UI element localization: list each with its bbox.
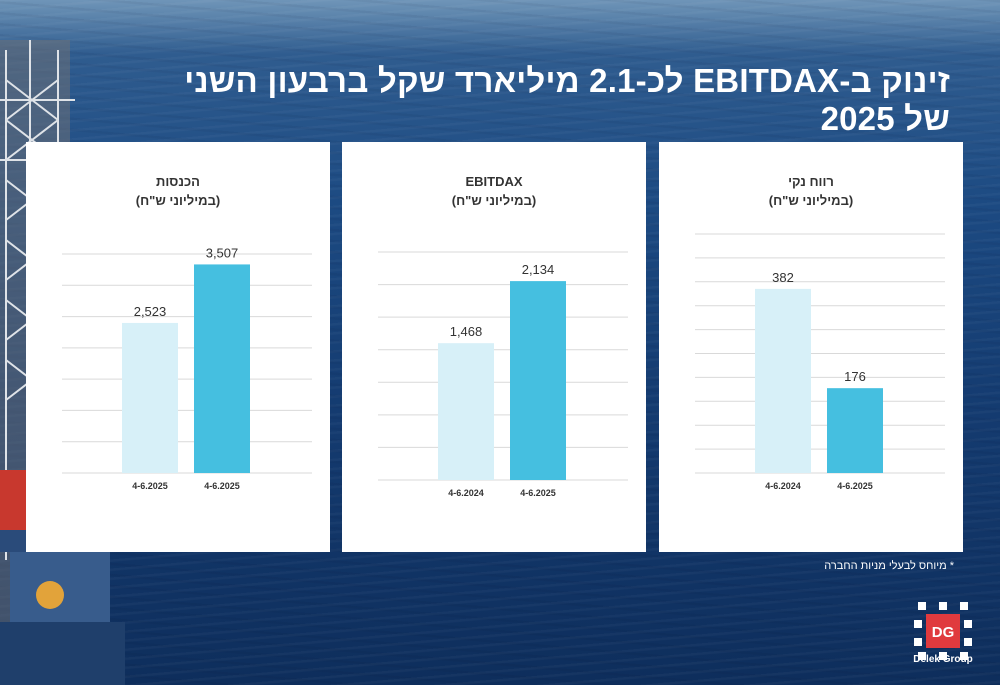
- chart-title: EBITDAX: [465, 174, 522, 189]
- bar: [438, 343, 494, 480]
- chart-subtitle: (במיליוני ש"ח): [452, 193, 537, 208]
- data-label: 2,523: [134, 304, 167, 319]
- footnote: * מיוחס לבעלי מניות החברה: [824, 560, 954, 572]
- logo-name: Delek Group: [913, 654, 973, 665]
- chart-subtitle: (במיליוני ש"ח): [769, 193, 854, 208]
- data-label: 176: [844, 369, 866, 384]
- delek-group-logo: DG: [914, 602, 972, 660]
- bar: [510, 281, 566, 480]
- category-label: 4-6.2025: [132, 481, 168, 491]
- category-label: 4-6.2024: [765, 481, 801, 491]
- category-label: 4-6.2025: [837, 481, 873, 491]
- data-label: 3,507: [206, 245, 239, 260]
- logo-letters: DG: [932, 624, 955, 641]
- category-label: 4-6.2025: [520, 488, 556, 498]
- chart-subtitle: (במיליוני ש"ח): [136, 193, 221, 208]
- chart-title: רווח נקי: [788, 174, 834, 189]
- data-label: 1,468: [450, 324, 483, 339]
- category-label: 4-6.2025: [204, 481, 240, 491]
- data-label: 2,134: [522, 262, 555, 277]
- category-label: 4-6.2024: [448, 488, 484, 498]
- chart-svg-net-profit: רווח נקי (במיליוני ש"ח) 382 4-6.2024 176 4-6.…: [695, 174, 945, 491]
- data-label: 382: [772, 270, 794, 285]
- bar: [755, 288, 811, 473]
- bar: [194, 264, 250, 473]
- chart-title: הכנסות: [156, 174, 200, 189]
- bar: [827, 388, 883, 473]
- chart-svg-revenue: הכנסות (במיליוני ש"ח) 2,523 4-6.2025 3,507 4-…: [62, 174, 312, 491]
- chart-panel-net-profit: רווח נקי (במיליוני ש"ח) 382 4-6.2024 176 4-6.…: [659, 142, 963, 552]
- page-title: זינוק ב-EBITDAX לכ-2.1 מיליארד שקל ברבעו…: [184, 62, 950, 137]
- chart-panel-ebitdax: EBITDAX (במיליוני ש"ח) 1,468 4-6.2024 2,134 4…: [342, 142, 646, 552]
- chart-svg-ebitdax: EBITDAX (במיליוני ש"ח) 1,468 4-6.2024 2,134 4…: [378, 174, 628, 498]
- chart-panel-revenue: הכנסות (במיליוני ש"ח) 2,523 4-6.2025 3,507 4-…: [26, 142, 330, 552]
- bar: [122, 322, 178, 473]
